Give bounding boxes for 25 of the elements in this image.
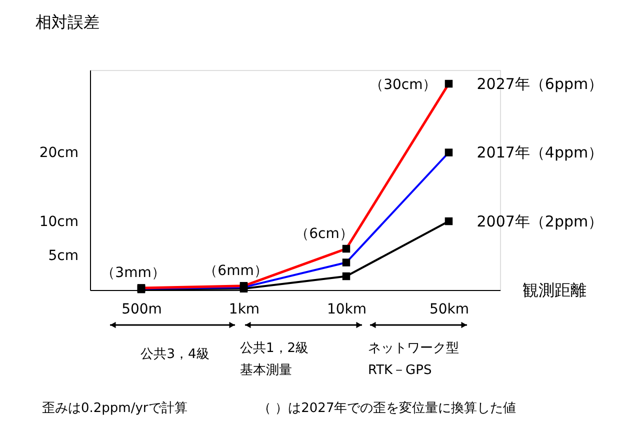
text: RTK－GPS bbox=[368, 363, 432, 378]
text: （ ）は2027年での歪を変位量に換算した値 bbox=[258, 400, 516, 416]
annotation: （30cm） bbox=[370, 76, 437, 93]
point bbox=[444, 217, 453, 226]
y-tick-label: 10cm bbox=[39, 214, 78, 230]
text: 基本測量 bbox=[240, 363, 292, 378]
y-tick-label: 5cm bbox=[48, 248, 78, 264]
x-axis-title: 観測距離 bbox=[522, 280, 586, 300]
text: 公共1，2級 bbox=[240, 341, 309, 356]
series-label: 2017年（4ppm） bbox=[476, 144, 604, 162]
x-tick-label: 50km bbox=[429, 302, 470, 318]
y-axis-title: 相対誤差 bbox=[36, 12, 100, 32]
y-tick-label: 20cm bbox=[39, 145, 78, 161]
text: ネットワーク型 bbox=[368, 341, 459, 356]
point bbox=[342, 272, 350, 280]
x-tick-label: 500m bbox=[122, 302, 162, 318]
x-tick-label: 1km bbox=[228, 302, 260, 318]
series-label: 2007年（2ppm） bbox=[476, 212, 604, 230]
annotation: （3mm） bbox=[101, 264, 166, 281]
series-label: 2027年（6ppm） bbox=[476, 74, 604, 93]
annotation: （6cm） bbox=[295, 226, 354, 242]
x-tick-label: 10km bbox=[326, 302, 367, 318]
text: 歪みは0.2ppm/yrで計算 bbox=[42, 401, 188, 416]
annotation: （6mm） bbox=[204, 262, 268, 279]
text: 公共3，4級 bbox=[140, 347, 210, 362]
